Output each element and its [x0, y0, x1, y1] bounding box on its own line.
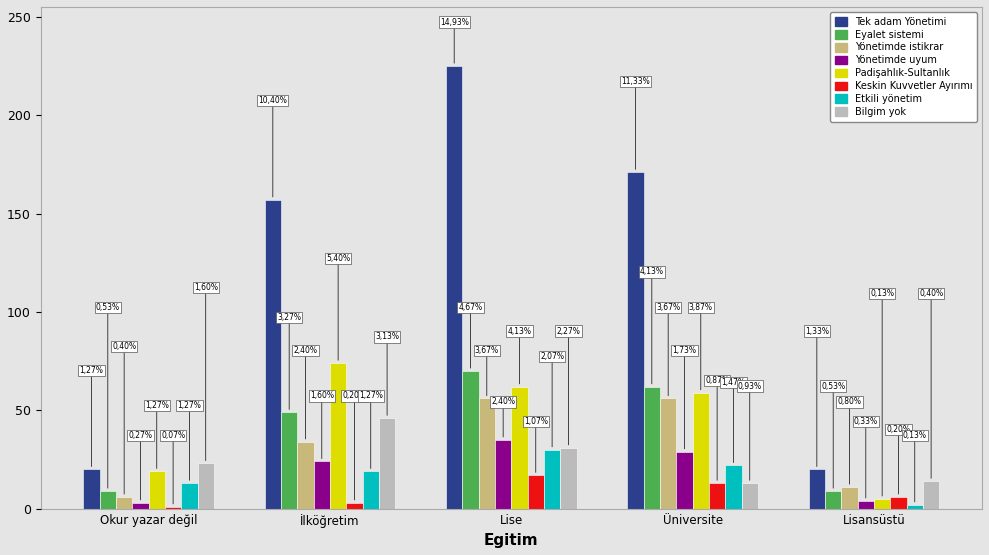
Text: 1,60%: 1,60% [310, 391, 334, 458]
Bar [644, 387, 660, 509]
Text: 2,40%: 2,40% [294, 346, 317, 439]
Bar [676, 452, 692, 509]
Text: 11,33%: 11,33% [621, 77, 650, 169]
Bar [890, 497, 907, 509]
Text: 1,73%: 1,73% [673, 346, 696, 449]
Text: 5,40%: 5,40% [326, 254, 350, 360]
Text: 4,67%: 4,67% [459, 303, 483, 368]
X-axis label: Egitim: Egitim [484, 533, 539, 548]
Text: 0,07%: 0,07% [161, 431, 185, 504]
Bar [265, 200, 281, 509]
Bar [857, 501, 874, 509]
Bar [627, 172, 644, 509]
Text: 10,40%: 10,40% [258, 97, 287, 197]
Bar [560, 448, 577, 509]
Bar [379, 418, 396, 509]
Bar [809, 470, 825, 509]
Bar [494, 440, 511, 509]
Legend: Tek adam Yönetimi, Eyalet sistemi, Yönetimde istikrar, Yönetimde uyum, Padişahlı: Tek adam Yönetimi, Eyalet sistemi, Yönet… [831, 12, 977, 122]
Bar [660, 398, 676, 509]
Bar [874, 499, 890, 509]
Text: 4,13%: 4,13% [507, 326, 531, 384]
Text: 3,67%: 3,67% [475, 346, 498, 396]
Text: 0,33%: 0,33% [854, 417, 878, 498]
Text: 0,93%: 0,93% [738, 382, 762, 480]
Bar [133, 503, 148, 509]
Bar [330, 363, 346, 509]
Bar [148, 471, 165, 509]
Bar [83, 470, 100, 509]
Bar [181, 483, 198, 509]
Text: 3,27%: 3,27% [277, 313, 302, 410]
Text: 2,27%: 2,27% [557, 326, 581, 445]
Text: 4,13%: 4,13% [640, 268, 664, 384]
Text: 0,20%: 0,20% [342, 391, 367, 500]
Text: 1,07%: 1,07% [524, 417, 548, 472]
Bar [544, 450, 560, 509]
Text: 0,13%: 0,13% [903, 431, 927, 502]
Text: 1,60%: 1,60% [194, 283, 218, 461]
Bar [725, 466, 742, 509]
Text: 1,27%: 1,27% [177, 401, 202, 480]
Text: 1,27%: 1,27% [144, 401, 169, 468]
Bar [709, 483, 725, 509]
Bar [298, 442, 314, 509]
Text: 1,47%: 1,47% [721, 378, 746, 463]
Text: 0,40%: 0,40% [112, 342, 136, 494]
Bar [198, 463, 214, 509]
Bar [314, 461, 330, 509]
Text: 2,40%: 2,40% [492, 397, 515, 437]
Text: 3,67%: 3,67% [656, 303, 680, 396]
Bar [923, 481, 940, 509]
Bar [825, 491, 842, 509]
Text: 0,20%: 0,20% [886, 425, 911, 494]
Bar [100, 491, 116, 509]
Bar [346, 503, 363, 509]
Text: 0,80%: 0,80% [838, 397, 861, 485]
Text: 0,53%: 0,53% [821, 382, 846, 488]
Text: 1,33%: 1,33% [805, 326, 829, 467]
Bar [462, 371, 479, 509]
Text: 1,27%: 1,27% [79, 366, 104, 467]
Bar [281, 412, 298, 509]
Bar [165, 507, 181, 509]
Bar [511, 387, 527, 509]
Text: 14,93%: 14,93% [440, 18, 469, 63]
Text: 1,27%: 1,27% [359, 391, 383, 468]
Text: 0,87%: 0,87% [705, 376, 729, 480]
Text: 0,27%: 0,27% [129, 431, 152, 500]
Bar [116, 497, 133, 509]
Text: 3,87%: 3,87% [688, 303, 713, 390]
Bar [742, 483, 758, 509]
Bar [527, 475, 544, 509]
Text: 3,13%: 3,13% [375, 332, 400, 415]
Text: 2,07%: 2,07% [540, 352, 564, 447]
Bar [907, 504, 923, 509]
Bar [842, 487, 857, 509]
Bar [692, 392, 709, 509]
Text: 0,40%: 0,40% [919, 289, 944, 478]
Text: 0,53%: 0,53% [96, 303, 120, 488]
Bar [479, 398, 494, 509]
Bar [363, 471, 379, 509]
Text: 0,13%: 0,13% [870, 289, 894, 496]
Bar [446, 66, 462, 509]
